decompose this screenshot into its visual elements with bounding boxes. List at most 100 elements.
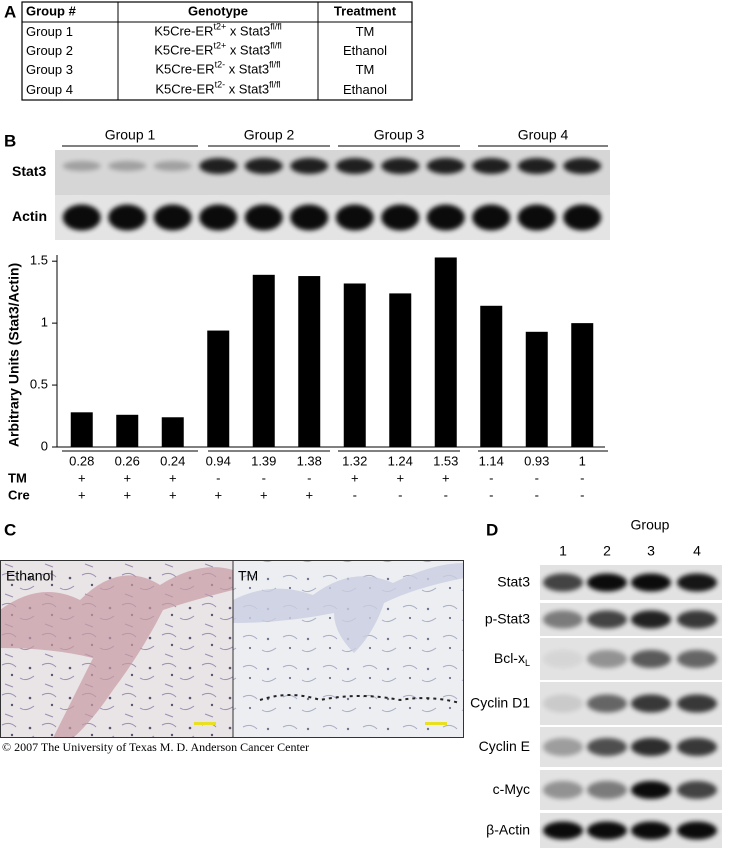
value-label: 1.53	[433, 453, 458, 468]
blot-band	[199, 158, 238, 174]
row-value: +	[169, 487, 177, 502]
label: Stat3	[497, 573, 530, 589]
table-cell: Group 1	[26, 24, 73, 39]
row-value: -	[444, 487, 448, 502]
blot-band	[153, 161, 192, 171]
histology-stain	[0, 567, 233, 738]
blot-band	[472, 158, 511, 174]
table-cell: Group 4	[26, 82, 73, 97]
row-label: TM	[8, 470, 27, 485]
text-segment: x Stat3	[226, 24, 270, 39]
text-segment: fl/fl	[269, 60, 281, 70]
blot-band	[426, 158, 465, 174]
value-label: 1.24	[388, 453, 413, 468]
table-cell: Group 3	[26, 62, 73, 77]
blot-band	[543, 650, 583, 668]
blot-band	[335, 204, 374, 231]
blot-band	[381, 158, 420, 174]
blot-band	[543, 610, 583, 629]
bar	[116, 414, 139, 447]
panel-letter: B	[4, 131, 16, 150]
blot-label: Actin	[12, 208, 47, 224]
blot-band	[563, 204, 602, 231]
image-label: Ethanol	[6, 568, 53, 584]
blot-band	[631, 821, 671, 840]
row-value: +	[123, 470, 131, 485]
group-label: Group 2	[244, 127, 295, 143]
bar	[298, 276, 321, 447]
text-segment: p-Stat3	[485, 610, 530, 626]
text-segment: β-Actin	[486, 821, 530, 837]
blot-band	[677, 573, 717, 592]
text-segment: fl/fl	[270, 41, 282, 51]
blot-band	[677, 650, 717, 668]
blot-band	[290, 158, 329, 174]
label: β-Actin	[486, 821, 530, 837]
panel-letter: A	[4, 2, 16, 21]
table-cell: TM	[356, 24, 375, 39]
blot-band	[543, 821, 583, 840]
histology-panel: Ethanol TM © 2007 The University of Texa…	[0, 560, 464, 754]
blot-band	[62, 204, 101, 231]
blot-band	[244, 158, 283, 174]
label: K5Cre-ERt2+ x Stat3fl/fl	[154, 22, 282, 39]
table-header: Genotype	[188, 3, 248, 18]
row-value: -	[580, 470, 584, 485]
bar	[389, 293, 412, 447]
blot-band	[631, 694, 671, 713]
group-label: Group 3	[374, 127, 425, 143]
blot-band	[631, 573, 671, 592]
table-border	[21, 1, 413, 101]
value-label: 1.38	[297, 453, 322, 468]
blot-band	[108, 161, 147, 171]
value-label: 0.26	[115, 453, 140, 468]
histology-stain	[233, 563, 464, 653]
blot-band	[677, 610, 717, 629]
value-label: 0.24	[160, 453, 185, 468]
text-segment: Stat3	[497, 573, 530, 589]
label: K5Cre-ERt2- x Stat3fl/fl	[155, 80, 280, 97]
text-segment: K5Cre-ER	[155, 62, 214, 77]
blot-band	[587, 610, 627, 629]
bar	[70, 412, 93, 447]
row-value: -	[489, 487, 493, 502]
blot-band	[153, 204, 192, 231]
y-tick-label: 1	[41, 315, 48, 330]
group-label: Group 1	[105, 127, 156, 143]
blot-band	[381, 204, 420, 231]
blot-band	[290, 204, 329, 231]
image-border	[0, 560, 464, 738]
text-segment: x Stat3	[226, 43, 270, 58]
text-segment: t2+	[213, 41, 226, 51]
blot-band	[517, 158, 556, 174]
value-label: 1.14	[479, 453, 504, 468]
table-cell: Ethanol	[343, 82, 387, 97]
text-segment: K5Cre-ER	[155, 82, 214, 97]
scale-bar	[425, 722, 447, 725]
blot-band	[677, 821, 717, 840]
label: c-Myc	[493, 781, 530, 797]
bar	[525, 331, 548, 447]
blot-band	[244, 204, 283, 231]
row-value: +	[305, 487, 313, 502]
row-value: +	[260, 487, 268, 502]
row-value: +	[78, 470, 86, 485]
row-value: +	[214, 487, 222, 502]
blot-band	[677, 694, 717, 713]
group-label: Group 4	[518, 127, 569, 143]
blot-band	[472, 204, 511, 231]
label: K5Cre-ERt2+ x Stat3fl/fl	[154, 41, 282, 58]
text-segment: t2-	[215, 60, 226, 70]
text-segment: L	[525, 658, 530, 668]
label: K5Cre-ERt2- x Stat3fl/fl	[155, 60, 280, 77]
text-segment: K5Cre-ER	[154, 24, 213, 39]
row-value: -	[580, 487, 584, 502]
blot-background	[55, 150, 610, 195]
blot-band	[426, 204, 465, 231]
panel-letter: C	[4, 520, 16, 539]
table-cell: Ethanol	[343, 43, 387, 58]
y-tick-label: 0.5	[30, 377, 48, 392]
text-segment: t2+	[213, 22, 226, 32]
value-label: 0.93	[524, 453, 549, 468]
